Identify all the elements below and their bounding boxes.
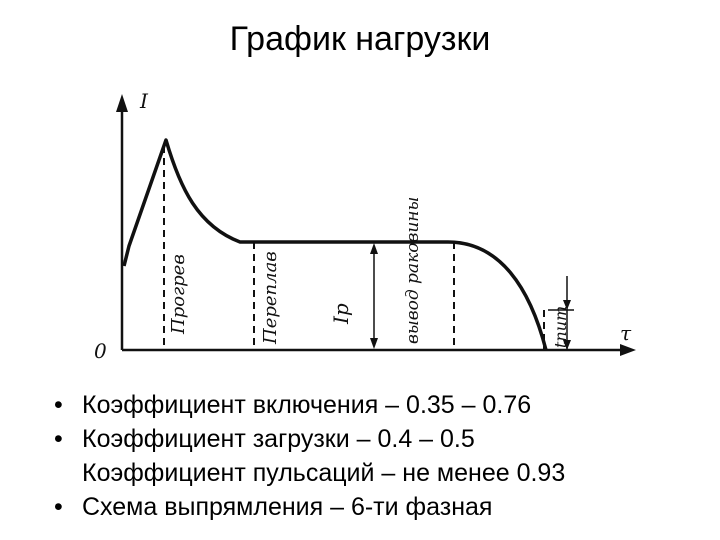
x-axis-arrow xyxy=(620,344,636,356)
x-axis-label: τ xyxy=(620,321,632,345)
bullet-item: • Коэффициент включения – 0.35 – 0.76 xyxy=(50,388,710,422)
load-graph-diagram: I 0 τ Прогрев Переплав Iр вывод раковины… xyxy=(94,89,636,363)
zone-label-tpit: tпит xyxy=(551,306,570,348)
bullet-marker: • xyxy=(54,493,63,521)
y-axis-label: I xyxy=(139,89,149,113)
bullet-text: Схема выпрямления – 6-ти фазная xyxy=(82,493,493,521)
y-axis-arrow xyxy=(116,94,128,112)
load-curve xyxy=(122,138,548,351)
zone-label-vyvod: вывод раковины xyxy=(403,197,423,344)
tpit-arrow-top xyxy=(563,300,571,310)
tpit-arrow-bottom xyxy=(563,340,571,350)
ip-arrow-bottom xyxy=(370,338,378,349)
bullet-text: Коэффициент загрузки – 0.4 – 0.5 xyxy=(82,425,475,453)
zone-label-pereplav: Переплав xyxy=(260,251,281,345)
zone-label-ip: Iр xyxy=(329,303,353,325)
slide-title: График нагрузки xyxy=(229,20,491,58)
bullet-text: Коэффициент включения – 0.35 – 0.76 xyxy=(82,391,532,419)
bullet-marker: • xyxy=(54,391,63,419)
bullet-item: • Схема выпрямления – 6-ти фазная xyxy=(50,490,710,524)
ip-arrow-top xyxy=(370,243,378,254)
bullet-item: • Коэффициент загрузки – 0.4 – 0.5 Коэфф… xyxy=(50,422,710,490)
origin-label: 0 xyxy=(94,339,107,363)
bullet-marker: • xyxy=(54,425,63,453)
bullet-continuation: Коэффициент пульсаций – не менее 0.93 xyxy=(82,459,566,487)
zone-label-prograv: Прогрев xyxy=(168,254,189,335)
bullet-list: • Коэффициент включения – 0.35 – 0.76 • … xyxy=(50,388,710,524)
